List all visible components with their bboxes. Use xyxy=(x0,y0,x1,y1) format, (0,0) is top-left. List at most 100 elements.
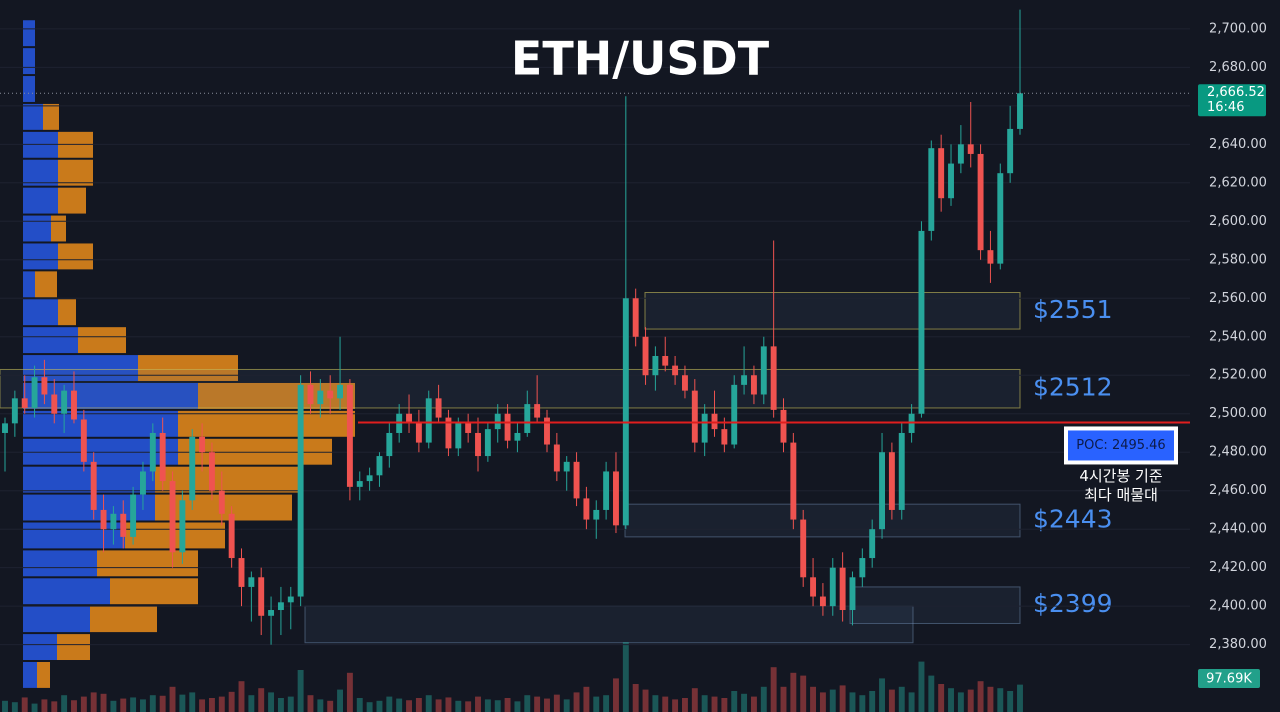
zone xyxy=(304,605,914,644)
profile-buy xyxy=(23,662,37,688)
volume-bar xyxy=(248,695,255,712)
y-tick-label: 2,700.00 xyxy=(1209,21,1267,36)
profile-buy xyxy=(23,550,97,577)
candle-body xyxy=(997,173,1004,264)
candle-body xyxy=(366,475,373,482)
candle-body xyxy=(149,432,156,472)
candle-body xyxy=(987,250,994,264)
volume-bar xyxy=(425,695,432,712)
candle-body xyxy=(593,509,600,520)
volume-bar xyxy=(770,667,777,712)
volume-bar xyxy=(957,692,964,712)
candle-body xyxy=(819,596,826,607)
profile-buy xyxy=(23,355,138,381)
candle-body xyxy=(770,346,777,410)
y-tick-label: 2,520.00 xyxy=(1209,368,1267,383)
candle-body xyxy=(790,442,797,520)
volume-bar xyxy=(297,670,304,712)
candle-body xyxy=(701,413,708,443)
profile-sell xyxy=(58,159,93,186)
volume-bar xyxy=(386,696,393,712)
candle-body xyxy=(475,432,481,457)
volume-bar xyxy=(622,642,629,712)
volume-bar xyxy=(534,696,541,712)
volume-bar xyxy=(21,697,28,712)
volume-bar xyxy=(524,695,531,712)
profile-buy xyxy=(23,634,57,661)
volume-bar xyxy=(445,697,452,712)
volume-badge xyxy=(1198,669,1260,688)
candle-body xyxy=(691,390,698,443)
candle-body xyxy=(31,377,38,408)
candle-body xyxy=(248,577,255,587)
volume-bar xyxy=(632,684,639,712)
volume-bar xyxy=(11,702,18,712)
volume-bar xyxy=(100,693,107,712)
candle-body xyxy=(445,417,452,449)
candle-body xyxy=(356,481,363,487)
volume-bar xyxy=(711,696,718,712)
candle-body xyxy=(51,394,58,414)
volume-bar xyxy=(839,685,846,712)
candle-body xyxy=(71,390,77,420)
volume-bar xyxy=(672,699,679,712)
profile-sell xyxy=(110,578,198,605)
candle-body xyxy=(879,452,885,530)
candle-body xyxy=(662,356,669,366)
volume-bar xyxy=(563,699,570,712)
profile-sell xyxy=(58,243,93,270)
volume-bar xyxy=(741,693,748,712)
candle-body xyxy=(11,398,18,424)
candle-body xyxy=(258,577,265,616)
candle-body xyxy=(869,529,876,559)
candle-body xyxy=(681,375,688,391)
candle-body xyxy=(721,429,728,445)
candle-body xyxy=(622,298,629,526)
candle-body xyxy=(948,163,954,199)
candle-body xyxy=(573,461,580,499)
y-tick-label: 2,480.00 xyxy=(1209,445,1267,460)
volume-bar xyxy=(918,661,925,712)
volume-bar xyxy=(337,689,344,712)
candle-body xyxy=(208,452,215,491)
profile-buy xyxy=(23,410,178,437)
profile-sell xyxy=(58,187,86,214)
volume-bar xyxy=(760,686,767,712)
candle-body xyxy=(652,356,659,376)
volume-bar xyxy=(2,700,8,712)
volume-bar xyxy=(898,686,905,712)
volume-bar xyxy=(701,695,708,712)
profile-sell xyxy=(178,410,355,437)
candle-body xyxy=(199,436,206,453)
profile-buy xyxy=(23,271,35,298)
candle-body xyxy=(603,471,610,510)
profile-buy xyxy=(23,20,35,47)
volume-bar xyxy=(938,684,945,712)
volume-bar xyxy=(790,672,797,712)
volume-bar xyxy=(583,686,590,712)
volume-bar xyxy=(810,686,817,712)
volume-bar xyxy=(41,699,48,712)
volume-bar xyxy=(928,675,935,712)
volume-bar xyxy=(268,692,275,712)
profile-buy xyxy=(23,606,90,633)
candle-body xyxy=(41,377,48,395)
volume-bar xyxy=(553,694,560,712)
volume-bar xyxy=(662,696,669,712)
candle-body xyxy=(317,390,324,405)
candle-body xyxy=(711,413,718,430)
volume-bar xyxy=(829,689,836,712)
volume-bar xyxy=(800,675,807,712)
candle-body xyxy=(61,390,68,414)
profile-sell xyxy=(57,634,90,661)
profile-buy xyxy=(23,103,43,130)
candle-body xyxy=(179,500,186,553)
volume-bar xyxy=(277,698,284,712)
volume-bar xyxy=(71,700,77,712)
profile-buy xyxy=(23,522,125,549)
volume-bar xyxy=(208,698,215,712)
candle-body xyxy=(169,481,176,553)
candle-body xyxy=(780,409,787,443)
candle-body xyxy=(760,346,767,395)
volume-bar xyxy=(721,698,728,712)
